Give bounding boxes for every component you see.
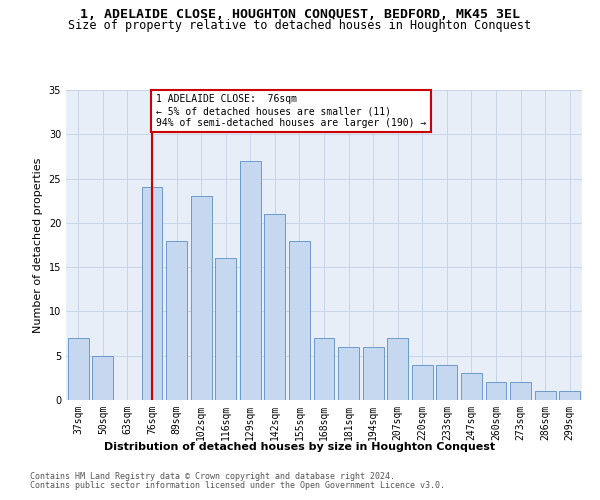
Bar	[412, 364, 433, 400]
Bar	[68, 338, 89, 400]
Text: Contains HM Land Registry data © Crown copyright and database right 2024.: Contains HM Land Registry data © Crown c…	[30, 472, 395, 481]
Bar	[510, 382, 531, 400]
Bar	[362, 347, 383, 400]
Bar	[215, 258, 236, 400]
Bar	[289, 240, 310, 400]
Bar	[436, 364, 457, 400]
Text: Size of property relative to detached houses in Houghton Conquest: Size of property relative to detached ho…	[68, 18, 532, 32]
Text: Distribution of detached houses by size in Houghton Conquest: Distribution of detached houses by size …	[104, 442, 496, 452]
Text: 1 ADELAIDE CLOSE:  76sqm
← 5% of detached houses are smaller (11)
94% of semi-de: 1 ADELAIDE CLOSE: 76sqm ← 5% of detached…	[155, 94, 426, 128]
Bar	[166, 240, 187, 400]
Bar	[314, 338, 334, 400]
Bar	[461, 374, 482, 400]
Bar	[387, 338, 408, 400]
Bar	[240, 161, 261, 400]
Bar	[559, 391, 580, 400]
Bar	[142, 188, 163, 400]
Text: Contains public sector information licensed under the Open Government Licence v3: Contains public sector information licen…	[30, 481, 445, 490]
Bar	[265, 214, 286, 400]
Y-axis label: Number of detached properties: Number of detached properties	[33, 158, 43, 332]
Text: 1, ADELAIDE CLOSE, HOUGHTON CONQUEST, BEDFORD, MK45 3EL: 1, ADELAIDE CLOSE, HOUGHTON CONQUEST, BE…	[80, 8, 520, 20]
Bar	[92, 356, 113, 400]
Bar	[535, 391, 556, 400]
Bar	[191, 196, 212, 400]
Bar	[485, 382, 506, 400]
Bar	[338, 347, 359, 400]
